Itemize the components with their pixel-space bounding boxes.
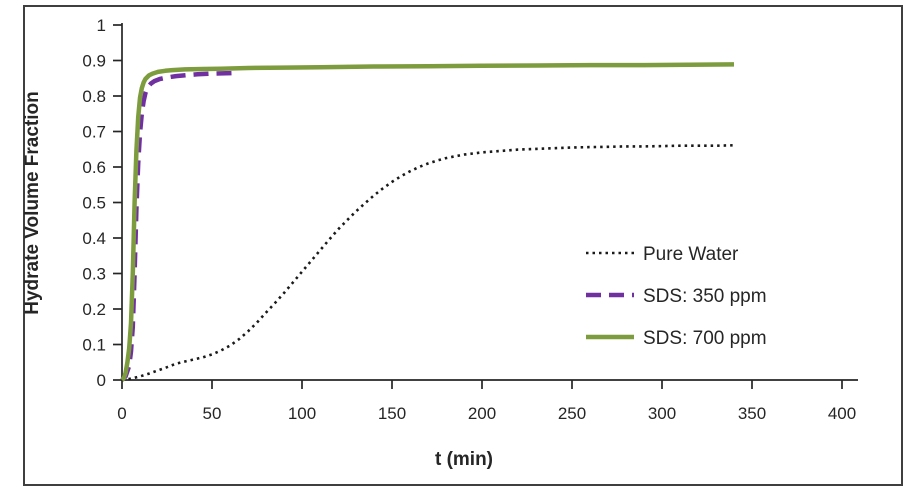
y-tick-label: 0 (97, 371, 106, 390)
legend-label: SDS: 700 ppm (643, 328, 767, 349)
y-tick-label: 0.1 (82, 336, 106, 355)
legend-label: Pure Water (643, 244, 739, 265)
y-tick-label: 1 (97, 16, 106, 35)
x-tick-label: 0 (117, 404, 126, 423)
axes: 0 0.1 0.2 0.3 0.4 0.5 0.6 0.7 0.8 0.9 1 0 50 100 150 20… (82, 16, 858, 423)
y-tick-label: 0.8 (82, 87, 106, 106)
y-tick-label: 0.7 (82, 123, 106, 142)
legend-label: SDS: 350 ppm (643, 286, 767, 307)
x-axis-title: t (min) (435, 449, 493, 470)
chart-border (23, 5, 903, 486)
legend-item: Pure Water (586, 244, 739, 265)
x-tick-label: 400 (828, 404, 856, 423)
y-axis-title: Hydrate Volume Fraction (22, 91, 43, 314)
x-tick-label: 250 (558, 404, 586, 423)
x-tick-label: 50 (203, 404, 222, 423)
y-tick-label: 0.9 (82, 52, 106, 71)
y-tick-label: 0.5 (82, 194, 106, 213)
legend: Pure Water SDS: 350 ppm SDS: 700 ppm (586, 244, 767, 349)
x-tick-label: 150 (378, 404, 406, 423)
y-tick-label: 0.6 (82, 158, 106, 177)
y-tick-label: 0.4 (82, 229, 106, 248)
y-tick-label: 0.3 (82, 265, 106, 284)
series-lines (120, 62, 735, 382)
x-tick-label: 300 (648, 404, 676, 423)
x-tick-label: 350 (738, 404, 766, 423)
legend-item: SDS: 350 ppm (586, 286, 767, 307)
series-line-sds-700-ppm (120, 62, 735, 382)
y-tick-label: 0.2 (82, 300, 106, 319)
x-tick-label: 100 (288, 404, 316, 423)
x-tick-label: 200 (468, 404, 496, 423)
legend-item: SDS: 700 ppm (586, 328, 767, 349)
